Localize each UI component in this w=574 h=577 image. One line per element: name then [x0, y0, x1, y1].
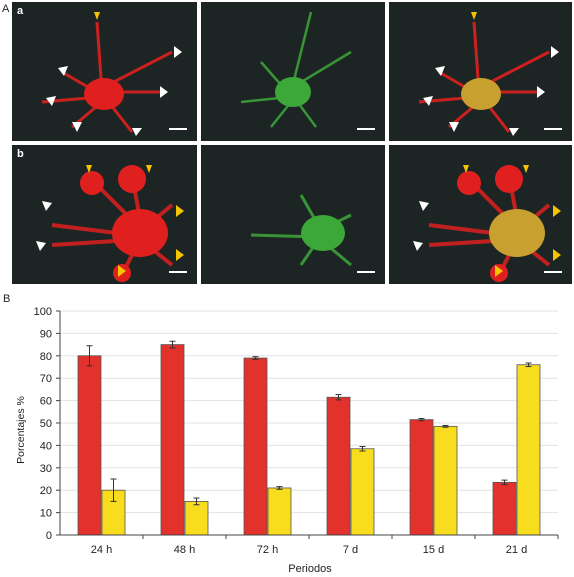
- row-a-label: a: [17, 5, 24, 17]
- neuron-merge-b: [413, 165, 561, 282]
- bars: [77, 340, 541, 536]
- bar: [350, 448, 375, 536]
- y-tick-label: 60: [40, 396, 52, 408]
- bar: [160, 344, 185, 536]
- bar: [77, 355, 102, 536]
- grid: [60, 310, 558, 514]
- micrograph-a-red: a: [12, 2, 197, 141]
- y-tick-label: 100: [34, 306, 52, 318]
- y-tick-label: 10: [40, 508, 52, 520]
- x-tick-label: 48 h: [174, 544, 195, 556]
- bar: [433, 425, 458, 536]
- micrograph-grid: a: [12, 2, 572, 284]
- panel-b-label: B: [3, 293, 10, 305]
- bar: [409, 419, 434, 536]
- y-tick-label: 20: [40, 485, 52, 497]
- axes: 0 10 20 30 40 50 60 70 80 90 100 24 h 48 h 72 h 7 d 15 …: [34, 306, 559, 556]
- row-b-label: b: [17, 148, 24, 160]
- x-tick-label: 24 h: [91, 544, 112, 556]
- x-tick-label: 7 d: [343, 544, 358, 556]
- x-tick-label: 21 d: [506, 544, 527, 556]
- neuron-red-b: [36, 165, 184, 282]
- neuron-green-b: [250, 194, 352, 267]
- neuron-merge-a: [418, 12, 559, 136]
- y-tick-label: 70: [40, 373, 52, 385]
- y-tick-label: 90: [40, 328, 52, 340]
- bar: [184, 500, 209, 536]
- x-axis-label: Periodos: [288, 563, 332, 575]
- y-tick-label: 40: [40, 440, 52, 452]
- panel-a-label: A: [2, 3, 10, 15]
- y-tick-label: 30: [40, 463, 52, 475]
- bar-chart: B 0 10 20 30 40 50 60 70 80 90 100 24 h 48 h 72 h 7 d 1…: [3, 293, 559, 575]
- micrograph-b-merge: [389, 145, 572, 284]
- neuron-green-a: [240, 11, 352, 128]
- bar: [326, 396, 351, 536]
- neuron-red-a: [41, 12, 182, 136]
- bar: [243, 357, 268, 536]
- y-tick-label: 80: [40, 351, 52, 363]
- scale-bar: [169, 128, 187, 130]
- bar: [516, 364, 541, 536]
- scale-bar: [357, 128, 375, 130]
- bar: [267, 487, 292, 536]
- x-tick-label: 15 d: [423, 544, 444, 556]
- micrograph-a-merge: [389, 2, 572, 141]
- y-tick-label: 0: [46, 530, 52, 542]
- micrograph-a-green: [201, 2, 385, 141]
- micrograph-b-green: [201, 145, 385, 284]
- y-tick-label: 50: [40, 418, 52, 430]
- micrograph-b-red: b: [12, 145, 197, 284]
- bar: [492, 481, 517, 536]
- y-axis-label: Porcentajes %: [15, 396, 27, 464]
- scale-bar: [544, 271, 562, 273]
- scale-bar: [169, 271, 187, 273]
- scale-bar: [544, 128, 562, 130]
- scale-bar: [357, 271, 375, 273]
- x-tick-label: 72 h: [257, 544, 278, 556]
